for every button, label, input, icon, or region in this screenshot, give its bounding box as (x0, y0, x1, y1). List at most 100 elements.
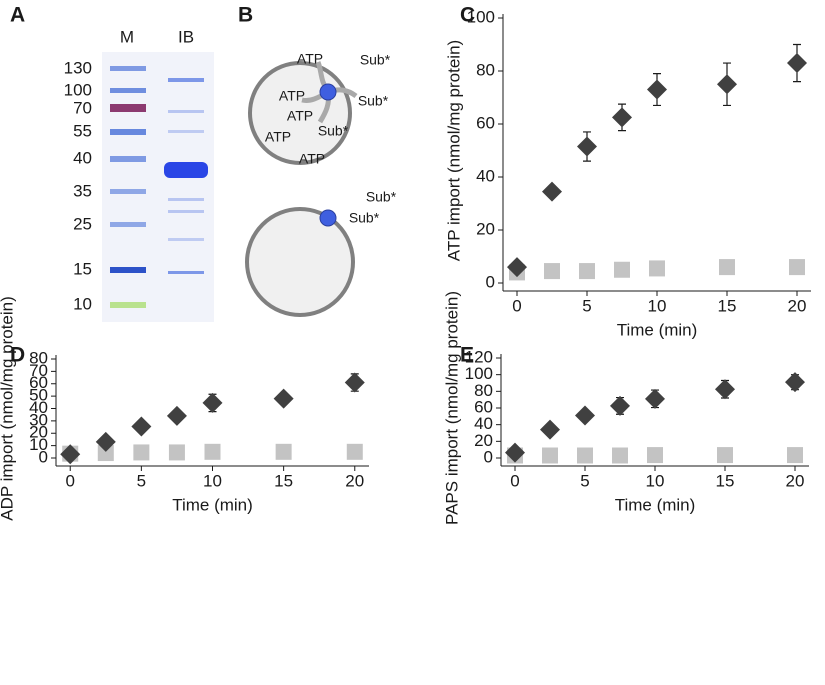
diagram-label: ATP (299, 151, 325, 167)
diamond-point (575, 405, 595, 426)
diamond-point (645, 388, 665, 409)
y-tick-label: 120 (465, 347, 493, 366)
y-tick-label: 50 (29, 386, 48, 405)
square-point (787, 447, 803, 464)
x-tick-label: 15 (274, 471, 293, 490)
diagram-label: Sub* (360, 52, 391, 68)
diamond-point (612, 107, 632, 128)
vesicle (245, 207, 355, 317)
plot: 0 20 40 60 80 100 0 5 10 15 20 Time (min) ATP import… (444, 7, 811, 339)
x-tick-label: 15 (716, 471, 735, 490)
panel-label: C (460, 4, 475, 27)
marker-label: 70 (73, 98, 92, 117)
x-tick-label: 5 (580, 471, 589, 490)
diamond-point (610, 395, 630, 416)
x-tick-label: 0 (512, 296, 521, 315)
x-tick-label: 0 (65, 471, 74, 490)
diamond-point (166, 405, 187, 426)
x-tick-label: 15 (718, 296, 737, 315)
y-tick-label: 100 (465, 364, 493, 383)
diamond-point (540, 419, 560, 440)
marker-label: 100 (64, 80, 92, 99)
marker-label: 10 (73, 294, 92, 313)
square-point (544, 263, 560, 280)
square-point (717, 447, 733, 464)
square-point (719, 259, 735, 276)
y-tick-label: 20 (474, 431, 493, 450)
x-axis-title: Time (min) (615, 495, 696, 514)
lane-label: M (120, 27, 134, 46)
marker-bands (110, 66, 146, 308)
square-point (97, 445, 114, 462)
y-tick-label: 20 (29, 423, 48, 442)
x-axis-title: Time (min) (172, 495, 253, 514)
diamond-point (505, 442, 525, 463)
diamond-point (577, 136, 597, 157)
transporter-arms (301, 61, 358, 124)
marker-label: 15 (73, 259, 92, 278)
square-point (649, 260, 665, 277)
y-tick-label: 10 (29, 435, 48, 454)
x-tick-label: 5 (137, 471, 146, 490)
y-tick-label: 20 (476, 219, 495, 238)
panel-label: D (10, 344, 25, 367)
diamond-point (542, 181, 562, 202)
marker-label: 130 (64, 58, 92, 77)
diagram-label: ATP (279, 88, 305, 104)
x-tick-label: 10 (203, 471, 222, 490)
diagram-label: Sub* (366, 189, 397, 205)
y-axis-title: PAPS import (nmol/mg protein) (442, 291, 461, 525)
marker-label: 55 (73, 121, 92, 140)
x-tick-label: 10 (648, 296, 667, 315)
square-point (275, 443, 292, 460)
panel-label: A (10, 4, 25, 27)
square-point (542, 447, 558, 464)
diamond-point (131, 416, 152, 437)
diagram-label: Sub* (318, 123, 349, 139)
square-point (204, 443, 221, 460)
diamond-point (647, 79, 667, 100)
y-axis-title: ATP import (nmol/mg protein) (444, 40, 463, 261)
y-tick-label: 0 (39, 447, 48, 466)
square-point (612, 447, 628, 464)
diagram-label: Sub* (349, 210, 380, 226)
diagram-label: ATP (287, 108, 313, 124)
y-tick-label: 100 (467, 7, 495, 26)
y-tick-label: 80 (476, 60, 495, 79)
x-axis-title: Time (min) (617, 320, 698, 339)
x-tick-label: 20 (345, 471, 364, 490)
transporter (319, 209, 337, 227)
square-point (133, 444, 150, 461)
y-tick-label: 40 (474, 414, 493, 433)
y-tick-label: 60 (474, 397, 493, 416)
y-tick-label: 60 (29, 373, 48, 392)
gel-background (102, 52, 214, 322)
marker-label: 40 (73, 148, 92, 167)
square-point (579, 263, 595, 280)
y-tick-label: 80 (474, 381, 493, 400)
marker-label: 25 (73, 214, 92, 233)
diamond-point (507, 257, 527, 278)
sample-bands (164, 78, 208, 274)
square-point (647, 447, 663, 464)
transporter (319, 83, 337, 101)
diamond-point (715, 379, 735, 400)
square-point (789, 259, 805, 276)
diamond-point (202, 392, 223, 413)
diagram: ATP Sub* ATP Sub* ATP Sub* ATP ATP Sub* … (245, 51, 397, 317)
diamond-point (787, 53, 807, 74)
diamond-point (95, 431, 116, 452)
x-tick-label: 20 (786, 471, 805, 490)
y-axis-title: ADP import (nmol/mg protein) (0, 296, 16, 521)
diamond-point (785, 372, 805, 393)
x-tick-label: 20 (788, 296, 807, 315)
x-tick-label: 0 (510, 471, 519, 490)
diamond-point (273, 388, 294, 409)
square-point (577, 447, 593, 464)
panel-label: E (460, 344, 474, 367)
x-tick-label: 10 (646, 471, 665, 490)
